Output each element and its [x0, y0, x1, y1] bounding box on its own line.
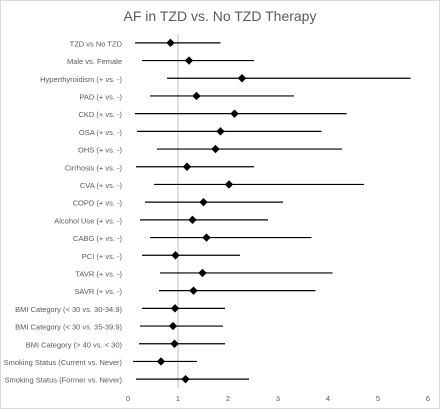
row-label: OHS (+ vs. -) — [78, 146, 122, 155]
estimate-marker — [181, 374, 190, 384]
x-tick-label: 2 — [226, 394, 230, 403]
estimate-marker — [189, 286, 198, 295]
row-label: TZD vs No TZD — [70, 39, 123, 48]
estimate-marker — [216, 127, 225, 136]
row-label: BMI Category (< 30 vs. 30-34.9) — [15, 305, 122, 314]
estimate-marker — [230, 109, 239, 118]
x-tick-label: 0 — [126, 394, 130, 403]
row-label: OSA (+ vs. -) — [79, 128, 123, 137]
row-label: Hyperthyroidism (+ vs. -) — [40, 75, 122, 84]
row-label: PCI (+ vs. -) — [82, 252, 123, 261]
chart-title: AF in TZD vs. No TZD Therapy — [123, 8, 317, 24]
x-tick-label: 5 — [376, 394, 380, 403]
row-label: CKD (+ vs. -) — [78, 110, 122, 119]
row-label: PAD (+ vs. -) — [79, 92, 122, 101]
row-label: Male vs. Female — [67, 57, 122, 66]
row-label: Cirrhosis (+ vs. -) — [65, 163, 123, 172]
estimate-marker — [237, 74, 247, 83]
estimate-marker — [170, 304, 180, 313]
row-label: CABG (+ vs. -) — [73, 234, 122, 243]
row-label: Alcohol Use (+ vs. -) — [54, 216, 122, 225]
row-label: BMI Category (> 40 vs. < 30) — [26, 340, 123, 349]
row-label: Smoking Status (Former vs. Never) — [4, 376, 122, 385]
estimate-marker — [170, 339, 179, 348]
estimate-marker — [199, 197, 208, 207]
estimate-marker — [168, 321, 178, 331]
row-label: COPD (+ vs. -) — [73, 199, 123, 208]
estimate-marker — [202, 233, 211, 242]
estimate-marker — [182, 162, 192, 171]
x-tick-label: 1 — [176, 394, 180, 403]
estimate-marker — [211, 144, 220, 154]
x-tick-label: 6 — [426, 394, 430, 403]
estimate-marker — [156, 357, 166, 366]
estimate-marker — [184, 56, 194, 65]
row-label: TAVR (+ vs. -) — [75, 269, 122, 278]
estimate-marker — [224, 180, 234, 189]
row-label: BMI Category (< 30 vs. 35-39.9) — [15, 323, 122, 332]
estimate-marker — [188, 215, 197, 225]
row-label: CVA (+ vs. -) — [80, 181, 123, 190]
estimate-marker — [171, 251, 180, 260]
x-tick-label: 4 — [326, 394, 330, 403]
estimate-marker — [192, 91, 201, 101]
row-label: Smoking Status (Current vs. Never) — [4, 358, 123, 367]
row-label: SAVR (+ vs. -) — [74, 287, 122, 296]
x-tick-label: 3 — [276, 394, 280, 403]
estimate-marker — [198, 268, 207, 278]
estimate-marker — [166, 38, 175, 48]
